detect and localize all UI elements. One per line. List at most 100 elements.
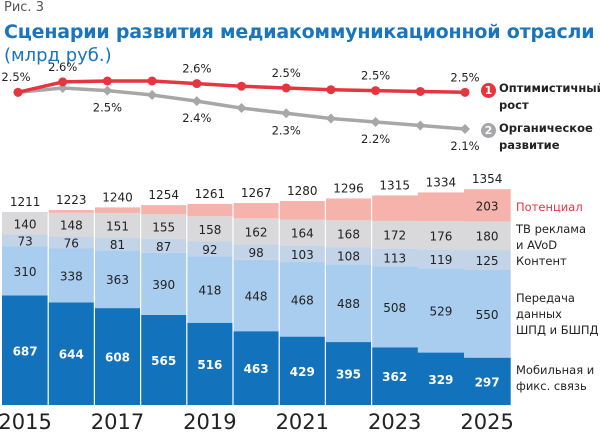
bar-segment-tv — [2, 212, 49, 235]
bar-segment-content — [186, 241, 234, 257]
bar-segment-mobile — [94, 308, 142, 405]
bar-segment-tv — [464, 221, 511, 251]
x-tick-label: 2017 — [91, 410, 144, 434]
bar-value-label-data: 338 — [60, 269, 83, 283]
line-start-label: 2.5% — [1, 70, 30, 84]
line-point-organic — [191, 96, 202, 107]
bar-segment-mobile — [464, 357, 511, 405]
bar-segment-tv — [94, 213, 142, 238]
bar-segment-potential — [417, 192, 465, 222]
bar-value-label-tv: 151 — [106, 219, 129, 233]
bar-value-label-mobile: 395 — [336, 368, 361, 382]
bar-value-label-data: 310 — [14, 265, 37, 279]
legend-organic-line1: Органическое — [499, 121, 593, 135]
line-data-label: 2.1% — [450, 139, 479, 153]
bar-value-label-data: 550 — [476, 308, 499, 322]
legend-badge-2: 2 — [481, 123, 496, 138]
bar-segment-potential — [94, 207, 142, 214]
line-data-label: 2.5% — [450, 70, 479, 84]
bar-segment-potential — [279, 201, 326, 220]
bar-segment-data — [417, 268, 465, 353]
bar-segment-tv — [233, 218, 280, 245]
bar-value-label-mobile: 362 — [382, 370, 407, 384]
bar-value-label-tv: 155 — [152, 221, 175, 235]
bar-segment-potential — [140, 205, 188, 215]
bar-segment-content — [94, 237, 142, 251]
bar-segment-content — [464, 250, 511, 271]
line-data-label: 2.6% — [48, 60, 77, 74]
bar-value-label-content: 73 — [17, 234, 32, 248]
bar-value-label-content: 98 — [248, 246, 263, 260]
line-point-organic — [370, 117, 381, 128]
x-tick-label: 2019 — [183, 410, 236, 434]
bar-segment-potential — [48, 210, 95, 213]
legend-badge-1: 1 — [481, 83, 496, 98]
bar-value-label-data: 363 — [106, 273, 129, 287]
bar-value-label-mobile: 297 — [475, 375, 500, 389]
legend-tv: ТВ реклама и AVoD — [516, 221, 586, 253]
line-data-label: 2.2% — [361, 132, 390, 146]
x-tick-label: 2021 — [276, 410, 329, 434]
line-point-optimistic — [102, 76, 112, 86]
bar-value-label-potential: 203 — [476, 199, 499, 213]
bar-segment-mobile — [233, 331, 280, 405]
bar-value-label-content: 87 — [156, 240, 171, 254]
line-point-organic — [102, 85, 113, 96]
bar-value-label-mobile: 329 — [428, 373, 453, 387]
line-data-label: 2.5% — [361, 69, 390, 83]
bar-value-label-mobile: 429 — [290, 365, 315, 379]
bar-value-label-tv: 158 — [198, 223, 221, 237]
bar-segment-data — [464, 270, 511, 358]
bar-value-label-data: 508 — [383, 301, 406, 315]
bar-segment-mobile — [371, 347, 419, 405]
bar-total-label: 1254 — [148, 188, 179, 202]
legend-mobile-line: Мобильная и — [516, 363, 595, 377]
legend-potential: Потенциал — [516, 199, 583, 215]
bar-segment-tv — [325, 220, 373, 248]
chart-subtitle: (млрд руб.) — [4, 45, 112, 66]
chart-title: Сценарии развития медиакоммуникационной … — [4, 21, 595, 43]
bar-value-label-mobile: 463 — [244, 362, 269, 376]
line-data-label: 2.6% — [182, 62, 211, 76]
bar-segment-tv — [371, 220, 419, 249]
bar-value-label-data: 448 — [245, 290, 268, 304]
bar-value-label-data: 390 — [152, 278, 175, 292]
bar-value-label-tv: 176 — [429, 229, 452, 243]
bar-value-label-content: 76 — [64, 236, 79, 250]
legend-mobile: Мобильная и фикс. связь — [516, 362, 594, 394]
line-point-optimistic — [237, 81, 246, 91]
bar-segment-tv — [417, 221, 465, 250]
legend-potential-line: Потенциал — [516, 200, 583, 214]
line-data-label: 2.5% — [272, 66, 301, 80]
bar-segment-mobile — [2, 295, 49, 405]
bar-segment-tv — [140, 214, 188, 239]
legend-organic-line2: развитие — [499, 138, 560, 152]
bar-segment-potential — [186, 204, 234, 217]
bar-value-label-content: 119 — [429, 253, 452, 267]
legend-tv-line: ТВ реклама — [516, 222, 587, 236]
line-point-organic — [415, 120, 426, 131]
bar-value-label-tv: 162 — [245, 225, 268, 239]
bar-segment-data — [325, 264, 373, 343]
line-point-optimistic — [460, 87, 470, 97]
bar-segment-data — [2, 246, 49, 296]
bar-value-label-mobile: 516 — [197, 358, 222, 372]
bar-segment-content — [279, 245, 326, 263]
bar-segment-content — [417, 249, 465, 269]
bar-value-label-tv: 180 — [476, 230, 499, 244]
legend-content-line: Контент — [516, 254, 567, 268]
bar-total-label: 1261 — [195, 187, 226, 201]
bar-total-label: 1354 — [472, 172, 503, 186]
bar-value-label-tv: 168 — [337, 228, 360, 242]
bar-segment-mobile — [140, 314, 188, 405]
bar-segment-potential — [233, 203, 280, 219]
legend-mobile-line: фикс. связь — [516, 379, 587, 393]
bar-segment-data — [186, 256, 234, 323]
bar-segment-mobile — [279, 336, 326, 405]
legend-optimistic-line2: рост — [499, 98, 529, 112]
bar-value-label-mobile: 565 — [151, 354, 176, 368]
bar-segment-data — [233, 259, 280, 332]
line-point-optimistic — [58, 77, 68, 87]
x-tick-label: 2025 — [460, 410, 513, 434]
